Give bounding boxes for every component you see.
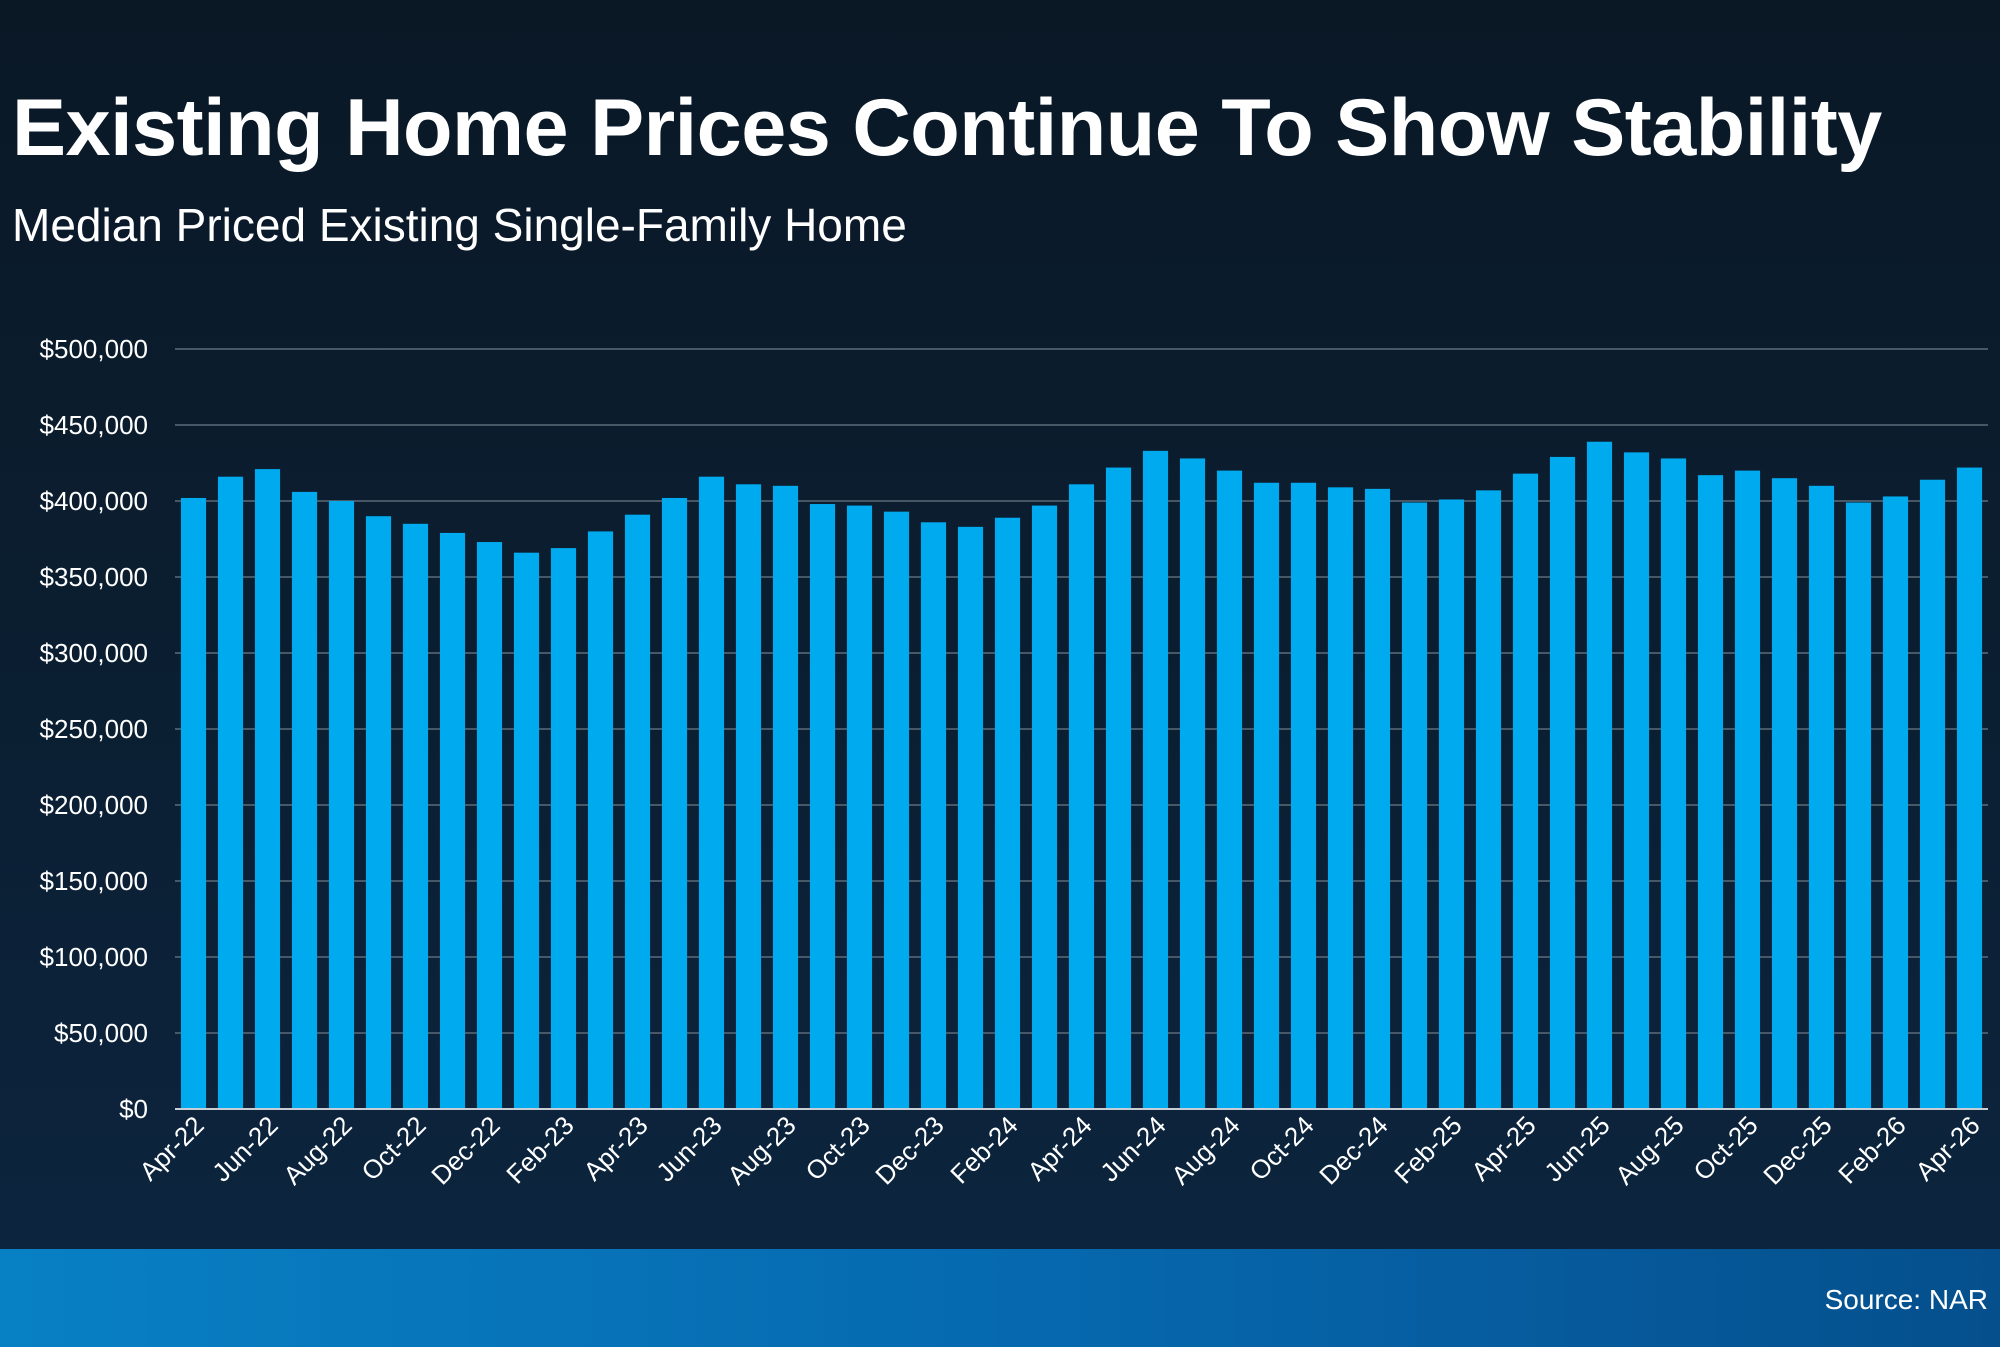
x-tick-label: Aug-25 [1609,1110,1689,1190]
x-tick-label: Aug-22 [277,1110,357,1190]
bar [1327,487,1354,1109]
y-tick-label: $400,000 [40,486,148,516]
bar [1512,473,1539,1109]
bar [1142,450,1169,1110]
x-tick-label: Dec-22 [425,1110,505,1190]
y-tick-label: $150,000 [40,866,148,896]
bar [1253,482,1280,1109]
x-tick-label: Feb-24 [944,1110,1023,1189]
bar [883,511,910,1109]
x-tick-label: Oct-24 [1243,1110,1319,1186]
bar [1660,458,1687,1109]
bar [846,505,873,1109]
x-tick-label: Apr-26 [1909,1110,1985,1186]
bar [661,497,688,1110]
bar [1549,456,1576,1109]
x-tick-label: Jun-25 [1538,1110,1615,1187]
bar [476,542,503,1109]
bar [1623,452,1650,1109]
bar [1179,458,1206,1109]
bar [1845,502,1872,1109]
x-tick-label: Apr-25 [1465,1110,1541,1186]
bar [1475,490,1502,1109]
x-tick-label: Oct-23 [799,1110,875,1186]
x-tick-label: Oct-22 [355,1110,431,1186]
bar [328,501,355,1109]
bar [1697,475,1724,1109]
y-tick-label: $50,000 [54,1018,148,1048]
bar [1216,470,1243,1110]
x-tick-label: Dec-23 [869,1110,949,1190]
y-tick-label: $350,000 [40,562,148,592]
bar [957,526,984,1109]
bar [1882,496,1909,1109]
bar [513,552,540,1109]
y-tick-label: $450,000 [40,410,148,440]
x-tick-label: Apr-24 [1021,1110,1097,1186]
bar [587,531,614,1109]
y-tick-label: $100,000 [40,942,148,972]
x-tick-label: Oct-25 [1687,1110,1763,1186]
source-label: Source: NAR [1824,1284,1988,1315]
bar [1364,488,1391,1110]
x-tick-label: Dec-25 [1757,1110,1837,1190]
bar [735,484,762,1109]
bar [1808,485,1835,1109]
bar [1956,467,1983,1109]
bar [402,523,429,1109]
y-tick-label: $250,000 [40,714,148,744]
bar [291,491,318,1109]
bar [217,476,244,1109]
bar [1401,502,1428,1109]
footer-band: Source: NAR [0,1249,2000,1347]
x-tick-label: Jun-22 [206,1110,283,1187]
y-tick-label: $200,000 [40,790,148,820]
x-tick-label: Dec-24 [1313,1110,1393,1190]
x-tick-label: Jun-23 [650,1110,727,1187]
x-tick-label: Aug-23 [721,1110,801,1190]
bar [1068,484,1095,1109]
bar-chart: $0 $50,000 $100,000 $150,000 $200,000 $250,00… [40,334,1988,1190]
bar [772,485,799,1109]
bar [809,504,836,1109]
y-axis-tick-labels: $0 $50,000 $100,000 $150,000 $200,000 $250,00… [40,334,148,1124]
x-tick-label: Jun-24 [1094,1110,1171,1187]
bar [624,514,651,1109]
bar [254,469,281,1110]
bar [920,522,947,1109]
x-tick-label: Apr-23 [577,1110,653,1186]
bar [698,476,725,1109]
bar [1105,467,1132,1109]
bar [1771,478,1798,1109]
bar [1031,505,1058,1109]
x-tick-label: Feb-26 [1832,1110,1911,1189]
bar [180,497,207,1110]
bar [1734,470,1761,1110]
x-tick-label: Aug-24 [1165,1110,1245,1190]
bar [1586,441,1613,1110]
bar [994,517,1021,1109]
y-tick-label: $0 [119,1094,148,1124]
bar [439,532,466,1109]
chart-title: Existing Home Prices Continue To Show St… [12,83,1882,173]
bars [180,441,1983,1110]
x-tick-label: Feb-25 [1388,1110,1467,1189]
x-tick-label: Feb-23 [500,1110,579,1189]
bar [1438,499,1465,1110]
bar [1290,482,1317,1109]
bar [550,548,577,1109]
bar [1919,479,1946,1110]
chart-subtitle: Median Priced Existing Single-Family Hom… [12,199,907,251]
bar [365,516,392,1109]
y-tick-label: $500,000 [40,334,148,364]
x-axis-tick-labels: Apr-22Jun-22Aug-22Oct-22Dec-22Feb-23Apr-… [133,1110,1985,1190]
y-tick-label: $300,000 [40,638,148,668]
